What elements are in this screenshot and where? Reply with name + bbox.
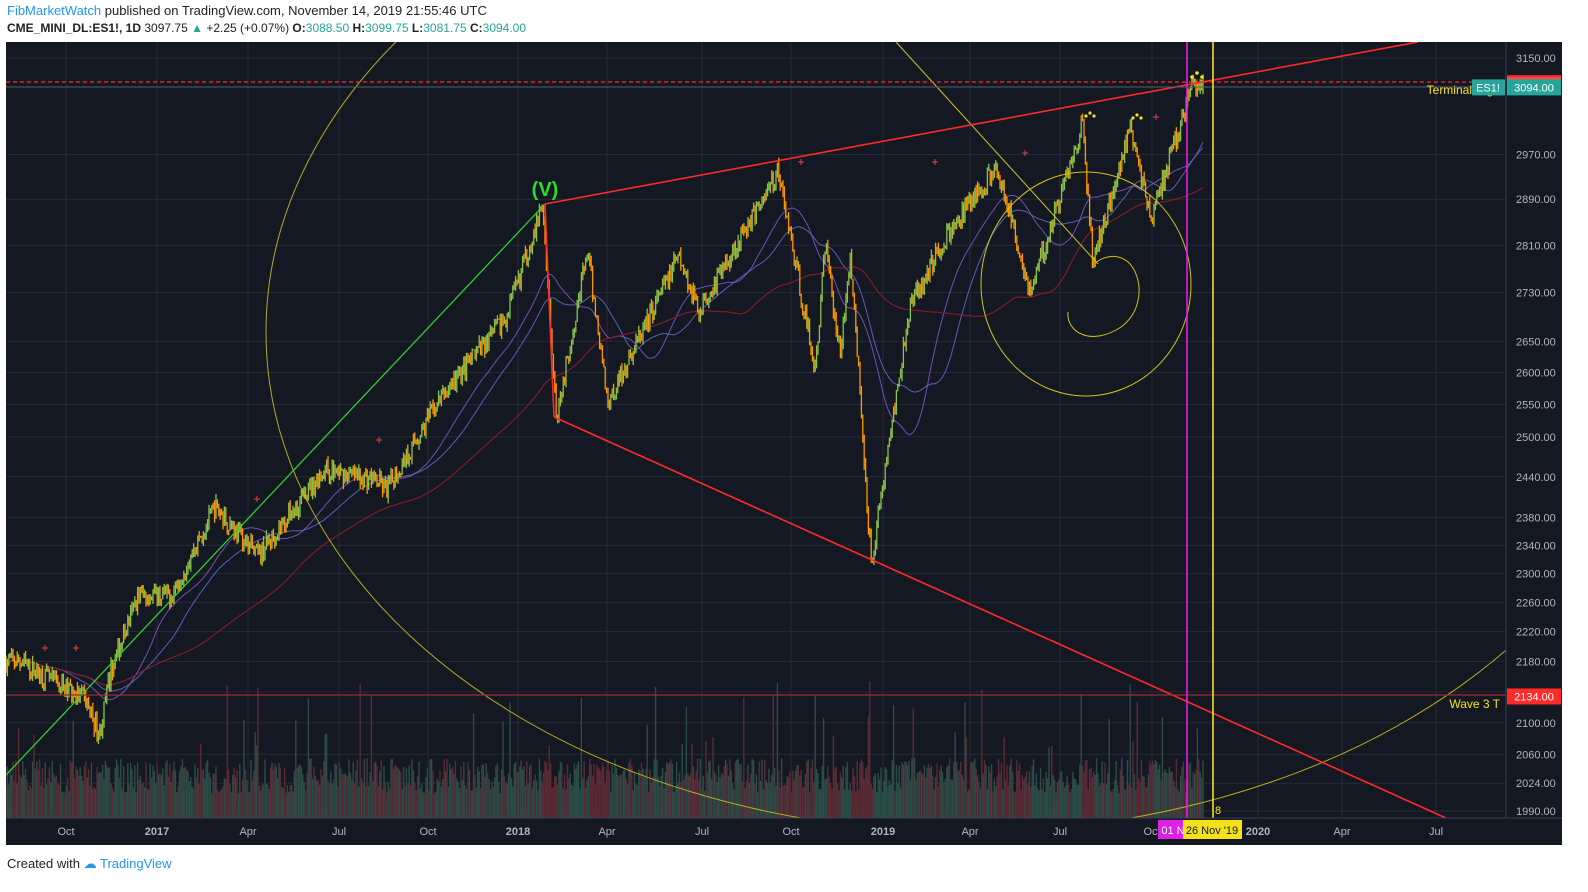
price-axis-labels: 3150.00 2970.00 2890.00 2810.00 2730.00 2650.… [1516,53,1556,818]
up-arrow-icon: ▲ [191,21,203,35]
price-tick-label: 2340.00 [1516,540,1556,552]
price-tick-label: 1990.00 [1516,806,1556,818]
fib-diagonal-line[interactable] [895,41,1099,265]
upper-trendline[interactable] [544,41,1419,205]
moving-average-layer [5,141,1204,701]
price-tick-label: 2440.00 [1516,472,1556,484]
publish-info: FibMarketWatch published on TradingView.… [7,3,487,18]
tradingview-cloud-icon: ☁ [83,856,97,871]
last-price: 3097.75 [144,21,188,35]
price-tick-label: 2300.00 [1516,569,1556,581]
price-tags: 01 N26 Nov '193102.003097.75ES1!3094.002… [1158,75,1561,839]
price-tick-label: 2100.00 [1516,718,1556,730]
time-tick-label: 2018 [506,826,530,838]
close-value: 3094.00 [482,21,527,35]
time-tick-label: Oct [1143,826,1160,838]
time-marker-2-bg [1183,820,1242,839]
cross-markers [42,114,1159,651]
time-marker-1-bg [1158,820,1188,839]
time-tick-label: 2017 [145,826,169,838]
price-tick-label: 3150.00 [1516,53,1556,65]
time-marker-1: 01 N [1161,825,1184,837]
created-with-text: Created with [7,856,80,871]
time-tick-label: Jul [695,826,709,838]
price-tag: 2134.00 [1514,691,1554,703]
time-tick-label: Apr [961,826,978,838]
top-markers [1084,71,1204,120]
lower-vertical-line[interactable] [544,203,555,418]
time-axis-panel[interactable] [6,818,1562,845]
chart-background [6,42,1562,845]
footer: Created with ☁ TradingView [7,856,172,872]
open-value: 3088.50 [305,21,350,35]
price-tick-label: 2220.00 [1516,627,1556,639]
price-tag-bg [1507,79,1561,96]
time-tick-label: Jul [1429,826,1443,838]
time-tick-label: Oct [782,826,799,838]
time-tick-label: Jul [332,826,346,838]
author-link[interactable]: FibMarketWatch [7,3,102,18]
price-change: +2.25 (+0.07%) [206,21,290,35]
time-tick-label: Oct [57,826,74,838]
open-label: O: [292,21,306,35]
wave3-target-label: Wave 3 T [1449,697,1500,711]
ma-fast [5,141,1204,701]
price-tick-label: 2890.00 [1516,194,1556,206]
time-marker-2: 26 Nov '19 [1186,825,1238,837]
time-tick-label: Jul [1053,826,1067,838]
price-tick-label: 2550.00 [1516,399,1556,411]
price-tick-label: 2810.00 [1516,240,1556,252]
time-tick-label: 2019 [871,826,895,838]
price-tick-label: 2730.00 [1516,288,1556,300]
price-tick-label: 2024.00 [1516,778,1556,790]
wave-label: (V) [532,179,559,201]
price-tick-label: 2600.00 [1516,368,1556,380]
low-value: 3081.75 [423,21,467,35]
fib-circle-small[interactable] [980,171,1192,397]
time-tick-label: Apr [1333,826,1350,838]
drawings-layer [5,0,1588,833]
ma-mid [5,147,1204,692]
symbol-tag: ES1! [1476,82,1500,94]
price-tick-label: 2180.00 [1516,656,1556,668]
ohlc-bar: CME_MINI_DL:ES1!, 1D 3097.75 ▲ +2.25 (+0… [7,21,526,35]
lower-trendline[interactable] [553,416,1447,819]
fib-loop[interactable] [1067,255,1140,337]
price-tag-bg [1507,688,1561,705]
time-axis-labels: Oct 2017 Apr Jul Oct 2018 Apr Jul Oct 2019 Apr Jul O… [57,826,1443,838]
price-tick-label: 2500.00 [1516,432,1556,444]
price-tick-label: 2650.00 [1516,336,1556,348]
tradingview-brand-link[interactable]: TradingView [100,856,172,871]
high-value: 3099.75 [365,21,409,35]
price-tick-label: 2060.00 [1516,749,1556,761]
close-label: C: [469,21,483,35]
symbol-label: CME_MINI_DL:ES1!, 1D [7,21,142,35]
ma-slow [5,187,1204,686]
time-tick-label: Oct [419,826,436,838]
time-tick-label: Apr [239,826,256,838]
time-tick-label: 2020 [1246,826,1270,838]
symbol-tag-bg [1472,79,1505,96]
volume-layer [5,681,1204,818]
price-tag: 3094.00 [1514,82,1554,94]
price-tick-label: 2260.00 [1516,597,1556,609]
time-tick-label: Apr [598,826,615,838]
published-text: published on TradingView.com, November 1… [104,3,487,18]
low-label: L: [411,21,424,35]
wave-trendline[interactable] [5,203,546,776]
price-tick-label: 2380.00 [1516,513,1556,525]
count-label: 8 [1215,805,1221,817]
price-tick-label: 2970.00 [1516,149,1556,161]
candles-layer [5,74,1204,745]
high-label: H: [352,21,366,35]
